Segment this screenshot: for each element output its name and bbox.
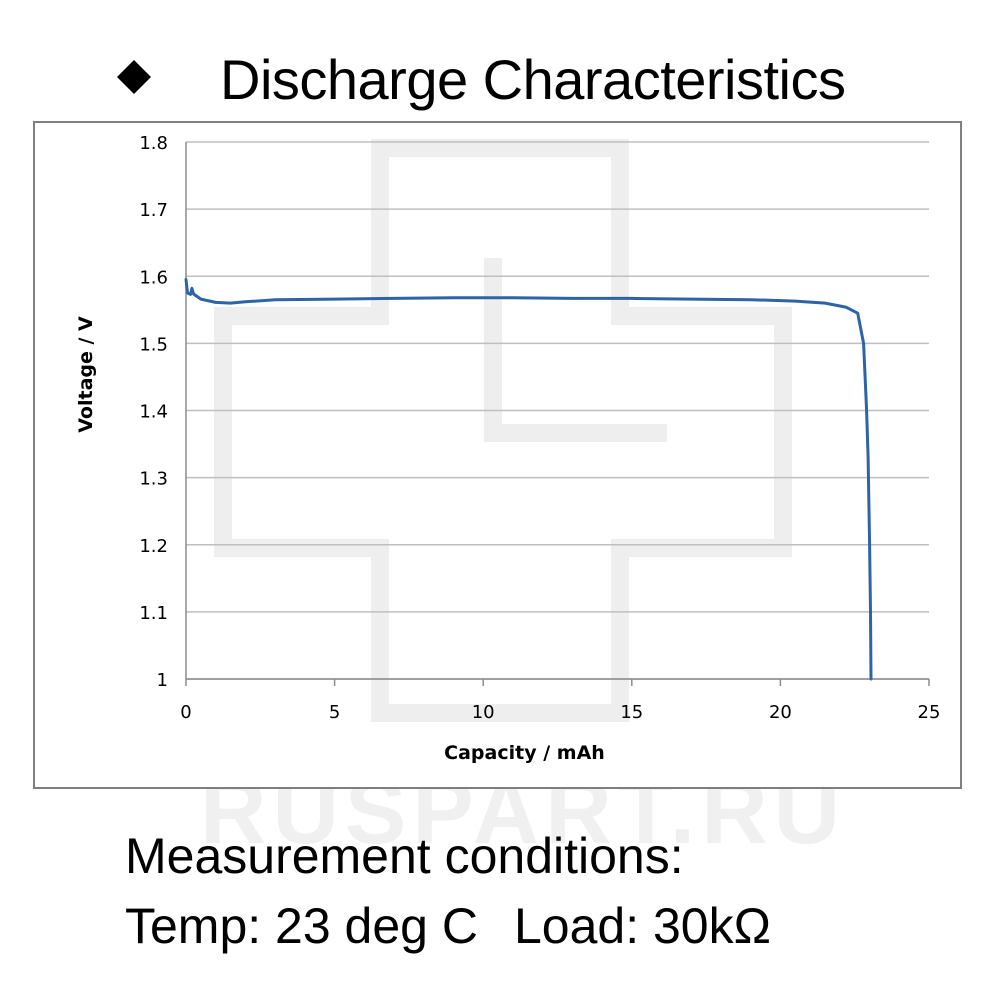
page-title: Discharge Characteristics — [220, 48, 846, 111]
x-tick-label: 10 — [472, 702, 495, 723]
series-layer — [184, 278, 873, 681]
x-axis-title: Capacity / mAh — [444, 742, 605, 764]
x-tick-label: 20 — [769, 702, 792, 723]
discharge-chart: 1 1.1 1.2 1.3 1.4 1.5 1.6 1.7 1.8 0 5 10 15 20 25 Capac… — [75, 133, 940, 764]
axis-layer — [185, 142, 930, 686]
watermark-cross — [214, 139, 792, 722]
label-layer: 1 1.1 1.2 1.3 1.4 1.5 1.6 1.7 1.8 0 5 10 15 20 25 Capac… — [75, 133, 940, 764]
diamond-bullet-icon — [117, 60, 151, 94]
y-tick-label: 1.6 — [139, 267, 168, 288]
y-tick-label: 1.2 — [139, 536, 168, 557]
x-tick-label: 0 — [180, 702, 191, 723]
y-tick-label: 1.5 — [139, 334, 168, 355]
measurement-conditions-label: Measurement conditions: — [125, 828, 684, 884]
x-tick-label: 5 — [329, 702, 340, 723]
y-tick-label: 1.4 — [139, 402, 168, 423]
chart-frame: 1 1.1 1.2 1.3 1.4 1.5 1.6 1.7 1.8 0 5 10 15 20 25 Capac… — [33, 121, 962, 789]
title-row: Discharge Characteristics — [0, 22, 1000, 111]
y-tick-label: 1.7 — [139, 200, 168, 221]
y-tick-label: 1 — [157, 670, 168, 691]
x-tick-label: 15 — [620, 702, 643, 723]
y-tick-label: 1.1 — [139, 603, 168, 624]
y-tick-label: 1.3 — [139, 469, 168, 490]
measurement-conditions-values: Temp: 23 deg C Load: 30kΩ — [125, 896, 771, 956]
y-axis-title: Voltage / V — [75, 316, 97, 433]
grid-layer — [186, 141, 929, 680]
series-line-0 — [184, 278, 873, 681]
y-tick-label: 1.8 — [139, 133, 168, 154]
load-condition: Load: 30kΩ — [513, 898, 771, 954]
x-tick-label: 25 — [918, 702, 941, 723]
temp-condition: Temp: 23 deg C — [125, 898, 478, 954]
